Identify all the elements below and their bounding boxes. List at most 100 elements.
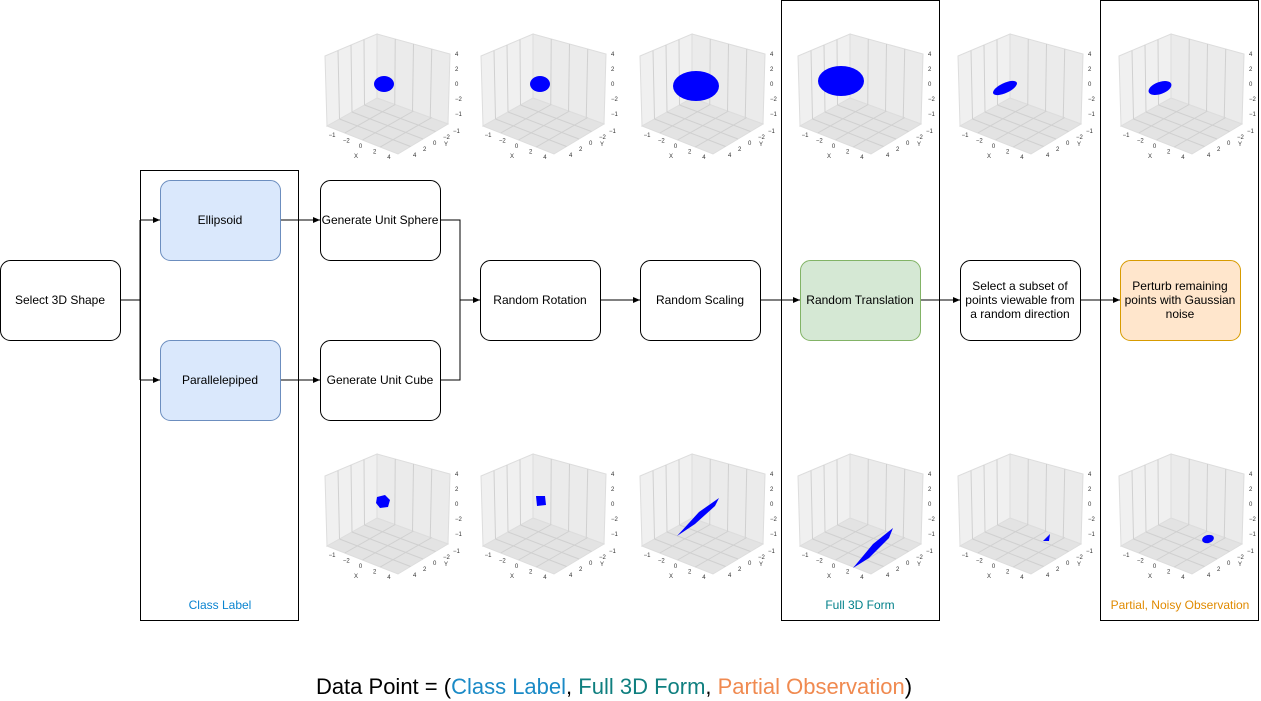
tick-label: −1	[1123, 553, 1131, 559]
grid-line	[1131, 470, 1134, 540]
tick-label: 0	[1249, 82, 1253, 88]
point-cloud	[818, 66, 864, 96]
tick-label: 4	[1249, 472, 1253, 478]
grid-line	[364, 524, 436, 552]
grid-line	[337, 50, 340, 120]
grid-line	[902, 48, 906, 118]
tick-label: 2	[846, 570, 850, 576]
tick-label: 2	[1217, 147, 1221, 153]
grid-line	[837, 524, 909, 552]
tick-label: 4	[770, 52, 774, 58]
tick-label: 4	[569, 573, 573, 579]
tick-label: 2	[770, 487, 774, 493]
formula-text: ,	[705, 674, 717, 699]
grid-line	[1045, 463, 1047, 532]
grid-line	[1188, 38, 1190, 105]
tick-label: 4	[1020, 575, 1024, 581]
grid-line	[568, 463, 570, 532]
grid-line	[550, 458, 552, 525]
tick-label: −2	[770, 517, 778, 523]
tick-label: 4	[387, 155, 391, 161]
group-label: Full 3D Form	[825, 598, 894, 612]
node-box	[640, 260, 761, 341]
tick-label: 2	[1006, 570, 1010, 576]
tick-label: 2	[1056, 147, 1060, 153]
grid-line	[695, 537, 747, 568]
grid-line	[867, 38, 869, 105]
tick-label: 0	[455, 502, 459, 508]
grid-line	[970, 470, 973, 540]
grid-line	[1013, 117, 1065, 148]
grid-line	[518, 110, 570, 141]
grid-line	[885, 43, 887, 112]
grid-line	[677, 110, 729, 141]
tick-label: 2	[529, 150, 533, 156]
grid-line	[362, 530, 414, 561]
tick-label: 0	[1066, 561, 1070, 567]
point-cloud	[374, 76, 394, 92]
tick-label: 0	[1249, 502, 1253, 508]
tick-label: −1	[962, 133, 970, 139]
grid-line	[1045, 43, 1047, 112]
node-label: Ellipsoid	[198, 213, 243, 227]
tick-label: 2	[770, 67, 774, 73]
tick-label: 4	[543, 575, 547, 581]
formula-text: )	[905, 674, 912, 699]
grid-line	[568, 43, 570, 112]
tick-label: −1	[928, 532, 936, 538]
tick-label: −1	[926, 129, 934, 135]
node-box	[320, 180, 441, 261]
tick-label: −2	[611, 97, 619, 103]
grid-line	[518, 530, 570, 561]
tick-label: 2	[896, 147, 900, 153]
axis-label: X	[510, 154, 514, 160]
grid-line	[1156, 110, 1208, 141]
grid-line	[1174, 537, 1226, 568]
formula-text: Data Point = (	[316, 674, 452, 699]
grid-line	[493, 50, 496, 120]
grid-line	[744, 48, 748, 118]
tick-label: 4	[702, 155, 706, 161]
tick-label: 0	[832, 144, 836, 150]
grid-line	[585, 48, 589, 118]
grid-line	[652, 470, 655, 540]
tick-label: 2	[688, 570, 692, 576]
tick-label: −2	[758, 135, 766, 141]
grid-line	[585, 468, 589, 538]
tick-label: 0	[674, 564, 678, 570]
axis-label: Y	[1238, 142, 1242, 148]
tick-label: 0	[906, 561, 910, 567]
grid-line	[412, 463, 414, 532]
grid-line	[1144, 44, 1147, 113]
tick-label: 2	[738, 567, 742, 573]
tick-label: 4	[770, 472, 774, 478]
tick-label: −1	[611, 532, 619, 538]
grid-line	[429, 468, 433, 538]
tick-label: 0	[832, 564, 836, 570]
tick-label: 4	[543, 155, 547, 161]
tick-label: −2	[455, 97, 463, 103]
tick-label: 4	[387, 575, 391, 581]
grid-line	[350, 464, 353, 533]
axis-label: X	[1148, 574, 1152, 580]
node-label: Random Scaling	[656, 293, 744, 307]
tick-label: −2	[1137, 138, 1145, 144]
grid-line	[810, 470, 813, 540]
formula-text: ,	[566, 674, 578, 699]
grid-line	[429, 48, 433, 118]
grid-line	[836, 459, 838, 526]
tick-label: −2	[599, 555, 607, 561]
point-cloud	[1148, 81, 1172, 95]
formula-text: Full 3D Form	[578, 674, 705, 699]
grid-line	[394, 458, 396, 525]
grid-line	[823, 464, 826, 533]
grid-line	[835, 530, 887, 561]
tick-label: 4	[886, 153, 890, 159]
node-box	[1120, 260, 1241, 341]
node-label: Select 3D Shape	[15, 293, 105, 307]
grid-line	[744, 468, 748, 538]
node-label: Random Rotation	[493, 293, 586, 307]
grid-line	[536, 537, 588, 568]
